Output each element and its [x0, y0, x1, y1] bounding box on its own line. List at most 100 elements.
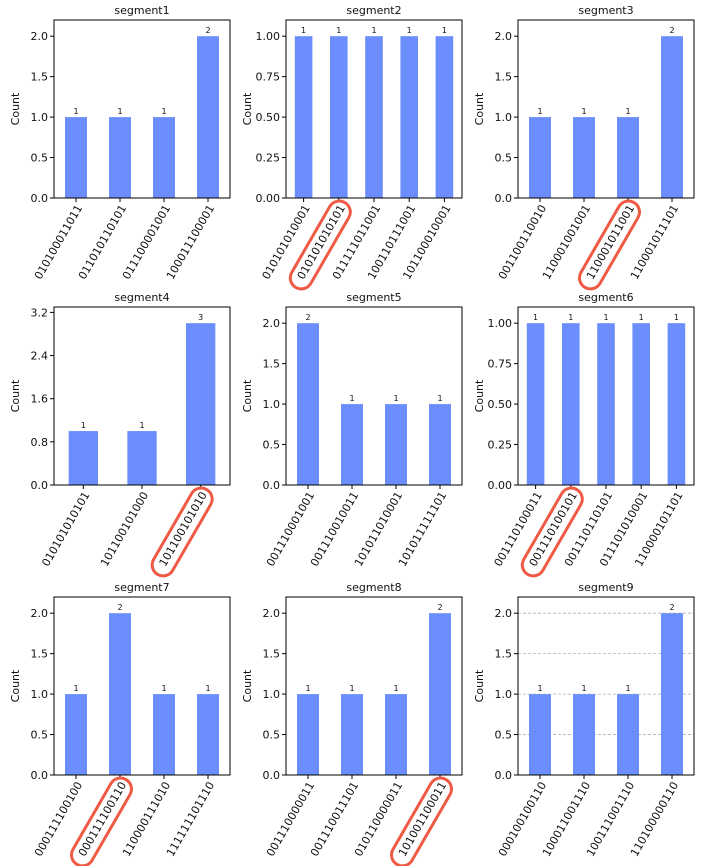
y-tick-label: 1.0 [263, 398, 281, 411]
data-label: 1 [581, 684, 586, 693]
data-label: 1 [305, 684, 310, 693]
y-tick-label: 0.00 [488, 479, 513, 492]
data-label: 1 [603, 313, 608, 322]
x-tick-label: 000100100110 [496, 780, 549, 859]
chart-title: segment3 [578, 4, 633, 17]
plot-frame [285, 596, 463, 776]
x-tick-label: 111111101110 [164, 780, 217, 859]
y-tick-label: 0.8 [31, 436, 49, 449]
x-tick-label: 101100101000 [98, 490, 151, 569]
x-tick-group: 011100001001 [120, 203, 173, 282]
x-tick-label: 101011111101 [396, 490, 449, 569]
plot-frame [53, 596, 231, 776]
plot-frame [53, 19, 231, 199]
data-label: 1 [537, 684, 542, 693]
x-tick-group: 001100110010 [496, 203, 549, 282]
x-tick-group: 110001011101 [628, 203, 681, 282]
y-tick-label: 0.5 [495, 729, 513, 742]
data-label: 1 [442, 26, 447, 35]
y-tick-label: 0.50 [256, 111, 281, 124]
bar [429, 613, 451, 775]
data-label: 1 [81, 421, 86, 430]
y-axis-label: Count [9, 379, 22, 412]
bar [197, 36, 219, 198]
bar [197, 694, 219, 775]
x-tick-group: 001110011101 [308, 780, 361, 859]
data-label: 1 [301, 26, 306, 35]
data-label: 2 [305, 313, 310, 322]
chart-segment4: segment4 Count 0.0 0.8 1.6 2.4 3.2 1 01010101010… [9, 291, 231, 578]
y-tick-label: 2.4 [31, 350, 49, 363]
chart-title: segment9 [578, 581, 633, 594]
x-tick-group: 001110001001 [264, 490, 317, 569]
highlight-outline [288, 199, 352, 291]
data-label: 1 [73, 107, 78, 116]
data-label: 1 [568, 313, 573, 322]
chart-title: segment1 [114, 4, 169, 17]
x-tick-group: 101100101010 [150, 486, 214, 578]
data-label: 1 [205, 684, 210, 693]
x-tick-label: 000111100110 [76, 780, 129, 859]
plot-frame [517, 19, 695, 199]
data-label: 1 [117, 107, 122, 116]
y-tick-label: 1.5 [495, 648, 513, 661]
y-tick-label: 1.0 [495, 688, 513, 701]
y-tick-label: 2.0 [495, 607, 513, 620]
bar [617, 694, 639, 775]
y-tick-label: 0.5 [263, 729, 281, 742]
bar [661, 613, 683, 775]
y-tick-label: 1.0 [263, 688, 281, 701]
data-label: 1 [371, 26, 376, 35]
x-tick-label: 000111100100 [32, 780, 85, 859]
x-tick-label: 101011010001 [352, 490, 405, 569]
x-tick-group: 110100000110 [628, 780, 681, 859]
x-tick-label: 100111001110 [584, 780, 637, 859]
x-tick-group: 111111101110 [164, 780, 217, 859]
x-tick-label: 100011100001 [164, 203, 217, 282]
x-tick-label: 011100001001 [120, 203, 173, 282]
x-tick-label: 110000111010 [120, 780, 173, 859]
chart-title: segment7 [114, 581, 169, 594]
data-label: 1 [581, 107, 586, 116]
x-tick-group: 000100100110 [496, 780, 549, 859]
highlight-outline [520, 486, 584, 578]
y-tick-label: 0.50 [488, 398, 513, 411]
bar [341, 404, 363, 485]
y-tick-label: 2.0 [31, 30, 49, 43]
y-axis-label: Count [9, 92, 22, 125]
bar [526, 323, 545, 485]
x-tick-label: 001100110010 [496, 203, 549, 282]
data-label: 1 [161, 684, 166, 693]
chart-title: segment4 [114, 291, 169, 304]
chart-segment3: segment3 Count 0.0 0.5 1.0 1.5 2.0 1 00110011001… [473, 4, 695, 291]
chart-segment9: segment9 Count 0.0 0.5 1.0 1.5 2.0 1 00010010011… [473, 581, 695, 859]
y-tick-label: 0.5 [495, 152, 513, 165]
y-tick-label: 1.5 [263, 648, 281, 661]
y-axis-label: Count [241, 669, 254, 702]
x-tick-group: 101011010001 [352, 490, 405, 569]
x-tick-group: 101100101000 [98, 490, 151, 569]
data-label: 1 [437, 394, 442, 403]
y-tick-label: 0.0 [31, 479, 49, 492]
y-tick-label: 1.0 [31, 688, 49, 701]
data-label: 1 [674, 313, 679, 322]
y-tick-label: 0.75 [488, 358, 513, 371]
data-label: 1 [533, 313, 538, 322]
bar [127, 431, 157, 485]
chart-segment7: segment7 Count 0.0 0.5 1.0 1.5 2.0 1 00011110010… [9, 581, 231, 866]
x-tick-group: 110000111010 [120, 780, 173, 859]
data-label: 2 [669, 26, 674, 35]
y-tick-label: 0.0 [263, 479, 281, 492]
data-label: 1 [139, 421, 144, 430]
bar [385, 694, 407, 775]
bar [297, 323, 319, 485]
x-tick-label: 001110010011 [308, 490, 361, 569]
y-axis-label: Count [473, 379, 486, 412]
x-tick-label: 010100011011 [32, 203, 85, 282]
y-tick-label: 1.00 [256, 30, 281, 43]
y-tick-label: 2.0 [495, 30, 513, 43]
x-tick-group: 110001001001 [540, 203, 593, 282]
data-label: 1 [393, 394, 398, 403]
